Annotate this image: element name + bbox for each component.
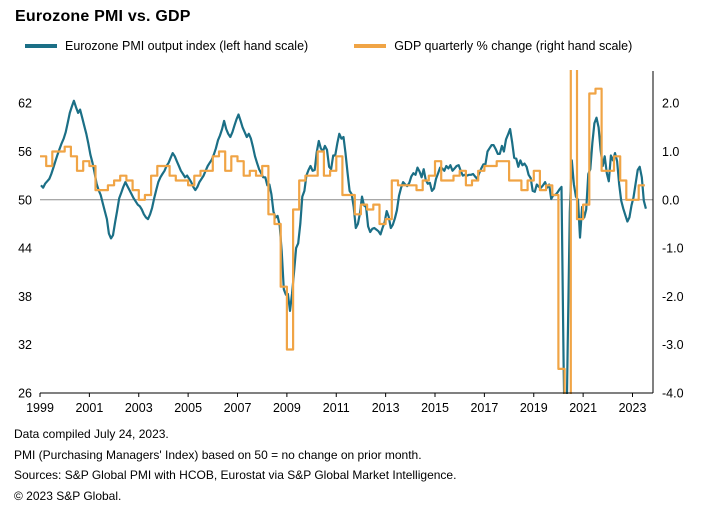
left-axis-label: 32	[18, 338, 32, 352]
footer-copyright: © 2023 S&P Global.	[14, 488, 122, 503]
x-tick-label: 2005	[174, 401, 202, 415]
footer-pmi-note: PMI (Purchasing Managers' Index) based o…	[14, 447, 422, 462]
legend-item-gdp: GDP quarterly % change (right hand scale…	[354, 39, 632, 53]
x-tick-label: 2007	[224, 401, 252, 415]
footer-notes: Data compiled July 24, 2023. PMI (Purcha…	[14, 424, 456, 506]
left-axis-label: 26	[18, 387, 32, 401]
legend-line-swatch	[25, 44, 57, 48]
legend-label: GDP quarterly % change (right hand scale…	[394, 39, 633, 53]
left-axis-label: 44	[18, 242, 32, 256]
right-axis-label: 2.0	[662, 97, 679, 111]
footer-compiled-date: Data compiled July 24, 2023.	[14, 427, 169, 441]
footer-sources: Sources: S&P Global PMI with HCOB, Euros…	[14, 468, 457, 482]
x-tick-label: 1999	[26, 401, 54, 415]
legend-label: Eurozone PMI output index (left hand sca…	[65, 39, 309, 53]
x-tick-label: 2021	[569, 401, 597, 415]
right-axis-label: -2.0	[662, 290, 684, 304]
x-tick-label: 2017	[470, 401, 498, 415]
x-tick-label: 2015	[421, 401, 449, 415]
x-tick-label: 2009	[273, 401, 301, 415]
right-axis-label: 0.0	[662, 193, 679, 207]
x-tick-label: 2011	[323, 401, 350, 415]
chart-title: Eurozone PMI vs. GDP	[15, 8, 191, 25]
left-axis-label: 56	[18, 145, 32, 159]
x-tick-label: 2013	[372, 401, 400, 415]
x-tick-label: 2023	[619, 401, 647, 415]
legend: Eurozone PMI output index (left hand sca…	[25, 39, 632, 53]
chart-canvas: 1999 2001 2003 2005 2007 2009 2011 2013 2015 2017…	[18, 70, 684, 415]
x-tick-label: 2001	[75, 401, 103, 415]
legend-line-swatch	[354, 44, 387, 48]
legend-item-eurozone: Eurozone PMI output index (left hand sca…	[25, 39, 308, 53]
left-axis-label: 62	[18, 97, 32, 111]
x-tick-label: 2019	[520, 401, 548, 415]
right-axis-label: -1.0	[662, 242, 684, 256]
x-tick-label: 2003	[125, 401, 153, 415]
right-axis-label: -3.0	[662, 338, 684, 352]
left-axis-label: 38	[18, 290, 32, 304]
pmi-line	[40, 99, 647, 394]
gdp-line	[40, 70, 645, 394]
right-axis-label: -4.0	[662, 387, 684, 401]
right-axis-label: 1.0	[662, 145, 679, 159]
left-axis-label: 50	[18, 193, 32, 207]
